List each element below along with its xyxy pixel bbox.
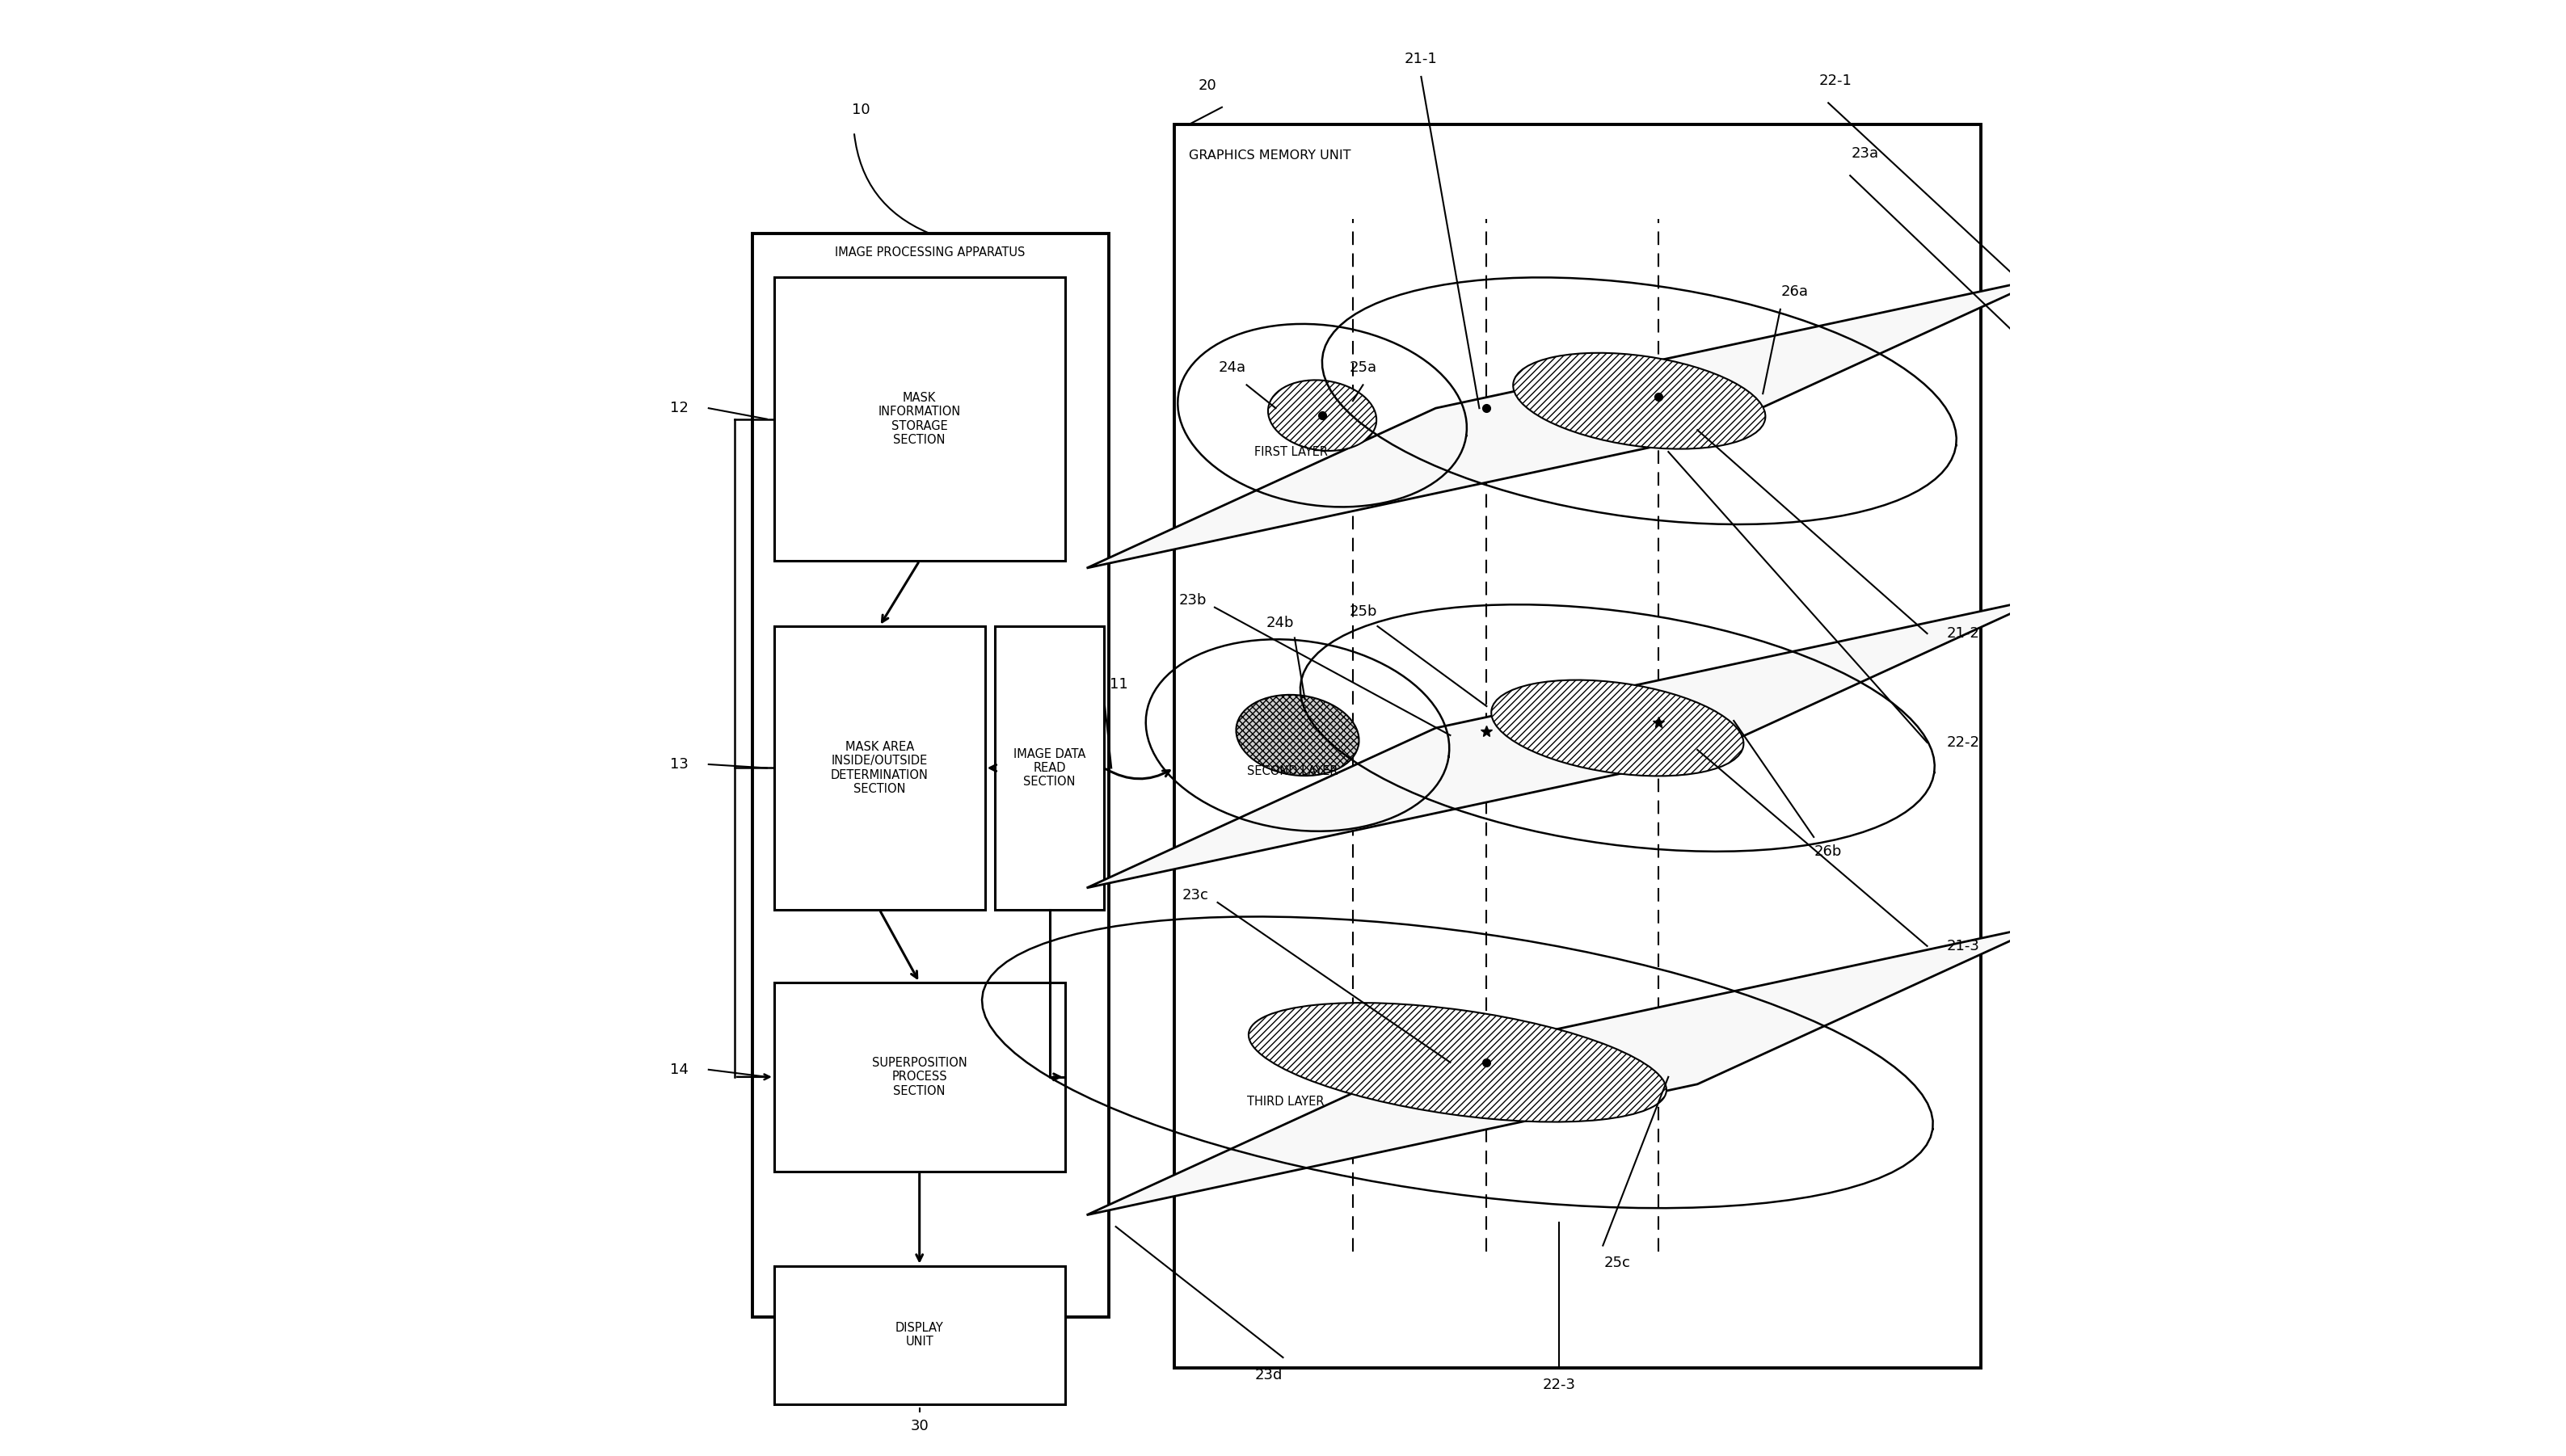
Text: DISPLAY
UNIT: DISPLAY UNIT (896, 1322, 944, 1348)
Text: SUPERPOSITION
PROCESS
SECTION: SUPERPOSITION PROCESS SECTION (872, 1057, 967, 1096)
Text: 21-2: 21-2 (1948, 626, 1981, 641)
Text: 22-2: 22-2 (1948, 735, 1981, 750)
Text: 23b: 23b (1178, 593, 1206, 607)
FancyBboxPatch shape (775, 1265, 1065, 1404)
FancyBboxPatch shape (752, 234, 1109, 1316)
Polygon shape (1085, 597, 2048, 888)
FancyBboxPatch shape (1173, 125, 1981, 1367)
Text: 13: 13 (670, 757, 688, 772)
Text: 14: 14 (670, 1063, 688, 1077)
Text: 23d: 23d (1255, 1367, 1283, 1382)
Text: FIRST LAYER: FIRST LAYER (1255, 446, 1327, 457)
Text: MASK AREA
INSIDE/OUTSIDE
DETERMINATION
SECTION: MASK AREA INSIDE/OUTSIDE DETERMINATION S… (831, 741, 929, 795)
FancyBboxPatch shape (775, 277, 1065, 561)
Polygon shape (1085, 277, 2048, 568)
Text: IMAGE PROCESSING APPARATUS: IMAGE PROCESSING APPARATUS (834, 246, 1024, 259)
Text: THIRD LAYER: THIRD LAYER (1247, 1095, 1324, 1108)
Text: 24a: 24a (1219, 360, 1247, 374)
Text: 30: 30 (911, 1418, 929, 1433)
FancyBboxPatch shape (775, 983, 1065, 1172)
Text: 20: 20 (1198, 79, 1216, 93)
FancyBboxPatch shape (775, 626, 985, 910)
Text: MASK
INFORMATION
STORAGE
SECTION: MASK INFORMATION STORAGE SECTION (878, 392, 960, 446)
Ellipse shape (1237, 695, 1360, 776)
Text: 10: 10 (852, 103, 870, 118)
Text: 23c: 23c (1183, 888, 1209, 903)
Text: 21-1: 21-1 (1404, 52, 1437, 67)
Ellipse shape (1250, 1003, 1665, 1123)
Text: 11: 11 (1109, 677, 1129, 692)
Text: 22-1: 22-1 (1819, 74, 1853, 89)
Text: 26b: 26b (1814, 844, 1842, 859)
Text: IMAGE DATA
READ
SECTION: IMAGE DATA READ SECTION (1014, 748, 1085, 788)
Text: 25c: 25c (1604, 1255, 1632, 1270)
Text: 23a: 23a (1850, 147, 1878, 162)
Text: GRAPHICS MEMORY UNIT: GRAPHICS MEMORY UNIT (1188, 149, 1350, 162)
Ellipse shape (1491, 680, 1745, 776)
Ellipse shape (1514, 352, 1765, 448)
Ellipse shape (1268, 380, 1375, 451)
Text: 24b: 24b (1265, 616, 1293, 630)
Text: 12: 12 (670, 400, 688, 415)
Text: 21-3: 21-3 (1948, 939, 1981, 954)
FancyBboxPatch shape (996, 626, 1103, 910)
Text: 25a: 25a (1350, 360, 1378, 374)
Polygon shape (1085, 925, 2048, 1214)
Text: 26a: 26a (1781, 284, 1809, 298)
Text: 25b: 25b (1350, 604, 1378, 619)
Text: SECOND LAYER: SECOND LAYER (1247, 766, 1337, 778)
Text: 22-3: 22-3 (1542, 1377, 1576, 1392)
